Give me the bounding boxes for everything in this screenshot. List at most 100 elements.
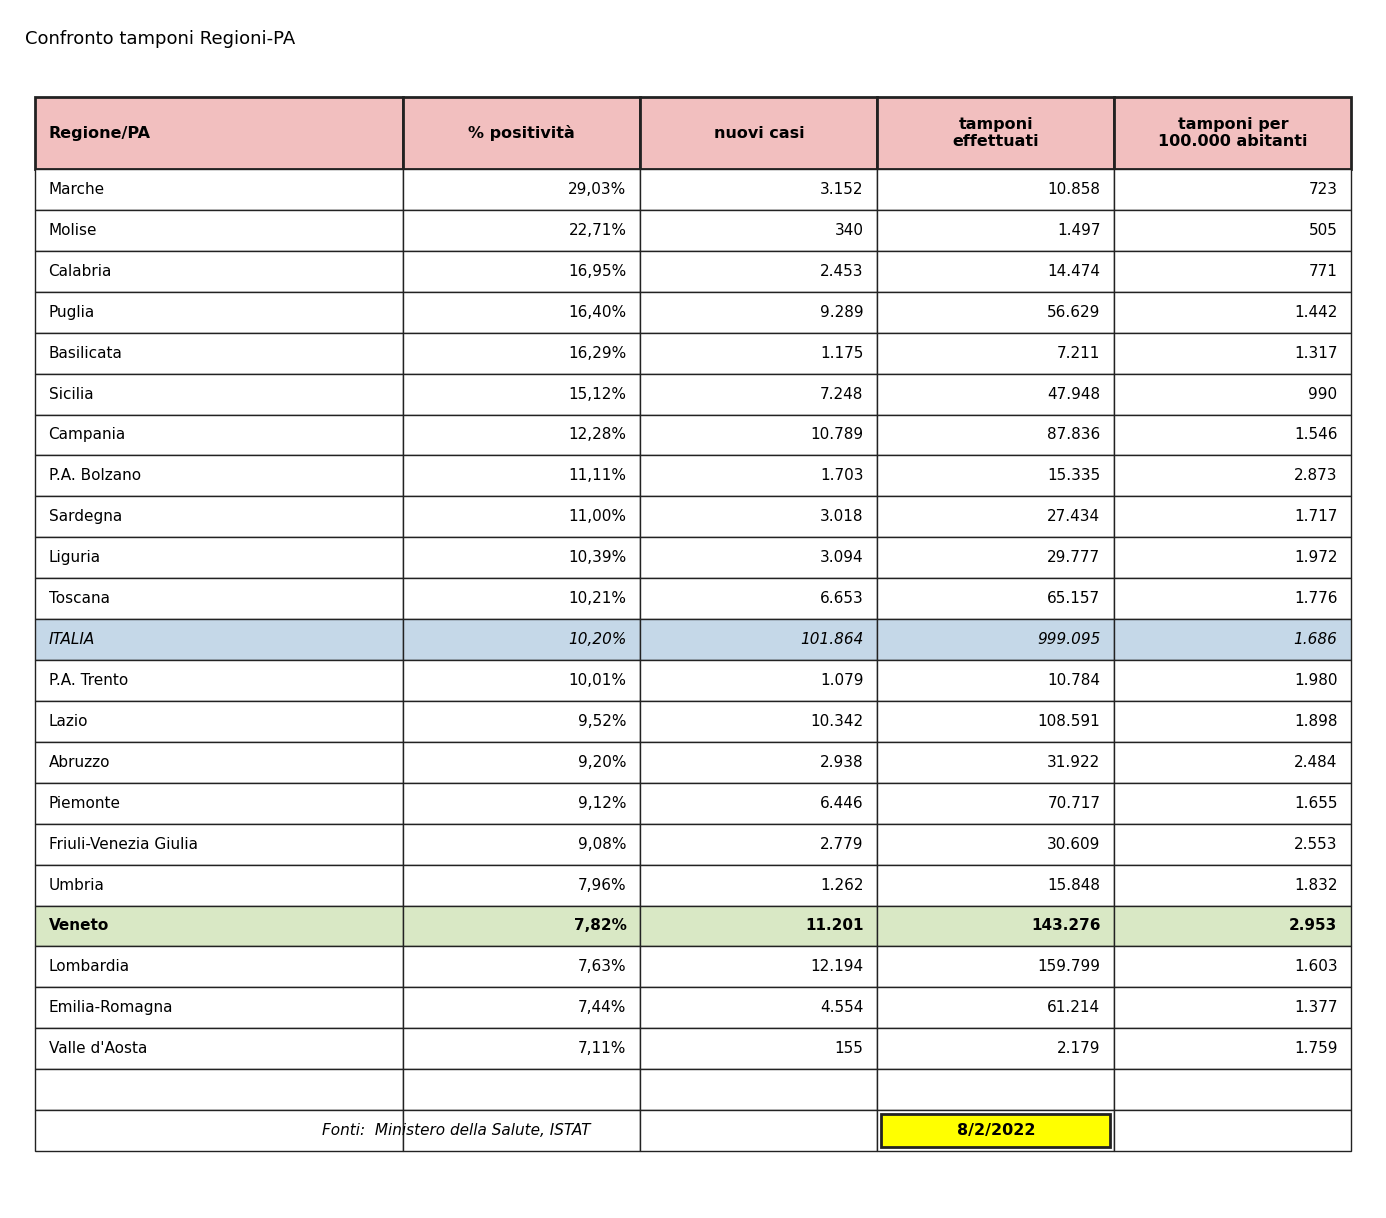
Bar: [1114, 169, 1351, 209]
Text: 9,08%: 9,08%: [578, 837, 626, 851]
Bar: [1114, 209, 1351, 251]
Bar: [877, 905, 1114, 946]
Text: 6.446: 6.446: [821, 795, 863, 811]
Bar: [403, 823, 640, 865]
Text: 11,11%: 11,11%: [568, 469, 626, 484]
Text: 12.194: 12.194: [811, 960, 863, 974]
Text: Friuli-Venezia Giulia: Friuli-Venezia Giulia: [49, 837, 198, 851]
Text: Fonti:  Ministero della Salute, ISTAT: Fonti: Ministero della Salute, ISTAT: [322, 1123, 590, 1138]
Text: 10,01%: 10,01%: [568, 674, 626, 688]
Text: 723: 723: [1308, 181, 1337, 197]
Text: 56.629: 56.629: [1046, 304, 1100, 320]
Text: Valle d'Aosta: Valle d'Aosta: [49, 1041, 147, 1056]
Text: 1.759: 1.759: [1295, 1041, 1337, 1056]
Bar: [35, 783, 403, 823]
Text: 155: 155: [834, 1041, 863, 1056]
Bar: [877, 700, 1114, 742]
Bar: [35, 537, 403, 579]
Bar: [877, 988, 1114, 1028]
Text: 7,82%: 7,82%: [574, 918, 626, 933]
Bar: [1114, 333, 1351, 374]
Bar: [877, 333, 1114, 374]
Bar: [403, 1110, 640, 1151]
Bar: [403, 660, 640, 700]
Bar: [640, 414, 877, 456]
Bar: [35, 97, 403, 169]
Bar: [1114, 865, 1351, 905]
Text: 7.211: 7.211: [1058, 346, 1100, 361]
Bar: [403, 374, 640, 414]
Text: 1.497: 1.497: [1058, 223, 1100, 238]
Text: 14.474: 14.474: [1048, 264, 1100, 279]
Text: 1.980: 1.980: [1295, 674, 1337, 688]
Bar: [1114, 946, 1351, 988]
Text: 1.717: 1.717: [1295, 509, 1337, 524]
Text: 7,11%: 7,11%: [578, 1041, 626, 1056]
Text: 6.653: 6.653: [819, 591, 863, 607]
Text: 1.442: 1.442: [1295, 304, 1337, 320]
Text: nuovi casi: nuovi casi: [714, 125, 804, 141]
Bar: [403, 97, 640, 169]
Bar: [35, 374, 403, 414]
Text: ITALIA: ITALIA: [49, 632, 94, 647]
Bar: [640, 497, 877, 537]
Bar: [640, 988, 877, 1028]
Text: 1.377: 1.377: [1295, 1000, 1337, 1016]
Bar: [35, 333, 403, 374]
Bar: [640, 251, 877, 292]
Bar: [403, 619, 640, 660]
Bar: [640, 905, 877, 946]
Text: Regione/PA: Regione/PA: [49, 125, 151, 141]
Text: 10,20%: 10,20%: [568, 632, 626, 647]
Bar: [877, 1069, 1114, 1110]
Bar: [403, 905, 640, 946]
Bar: [640, 619, 877, 660]
Bar: [1114, 783, 1351, 823]
Text: 1.262: 1.262: [821, 877, 863, 893]
Bar: [640, 1069, 877, 1110]
Text: 1.175: 1.175: [821, 346, 863, 361]
Text: 10,21%: 10,21%: [568, 591, 626, 607]
Bar: [35, 1110, 403, 1151]
Bar: [403, 209, 640, 251]
Bar: [877, 619, 1114, 660]
Text: 15.335: 15.335: [1048, 469, 1100, 484]
Bar: [877, 292, 1114, 333]
Text: Liguria: Liguria: [49, 551, 101, 565]
Bar: [640, 865, 877, 905]
Text: 2.484: 2.484: [1295, 755, 1337, 770]
Text: 1.655: 1.655: [1295, 795, 1337, 811]
Text: 15.848: 15.848: [1048, 877, 1100, 893]
Text: 9,12%: 9,12%: [578, 795, 626, 811]
Bar: [35, 988, 403, 1028]
Text: tamponi
effettuati: tamponi effettuati: [952, 117, 1040, 150]
Bar: [877, 169, 1114, 209]
Text: 4.554: 4.554: [821, 1000, 863, 1016]
Text: 1.079: 1.079: [821, 674, 863, 688]
Bar: [35, 209, 403, 251]
Text: 2.179: 2.179: [1058, 1041, 1100, 1056]
Bar: [35, 700, 403, 742]
Bar: [881, 1113, 1110, 1147]
Bar: [35, 823, 403, 865]
Bar: [1114, 823, 1351, 865]
Text: 29,03%: 29,03%: [568, 181, 626, 197]
Text: 1.546: 1.546: [1295, 428, 1337, 442]
Text: Abruzzo: Abruzzo: [49, 755, 109, 770]
Bar: [640, 579, 877, 619]
Bar: [1114, 660, 1351, 700]
Bar: [403, 292, 640, 333]
Text: 10,39%: 10,39%: [568, 551, 626, 565]
Bar: [877, 414, 1114, 456]
Bar: [1114, 537, 1351, 579]
Text: 108.591: 108.591: [1038, 714, 1100, 728]
Bar: [640, 1110, 877, 1151]
Bar: [403, 783, 640, 823]
Bar: [877, 946, 1114, 988]
Text: 27.434: 27.434: [1048, 509, 1100, 524]
Bar: [403, 333, 640, 374]
Text: 22,71%: 22,71%: [568, 223, 626, 238]
Text: 87.836: 87.836: [1048, 428, 1100, 442]
Bar: [640, 537, 877, 579]
Text: 340: 340: [834, 223, 863, 238]
